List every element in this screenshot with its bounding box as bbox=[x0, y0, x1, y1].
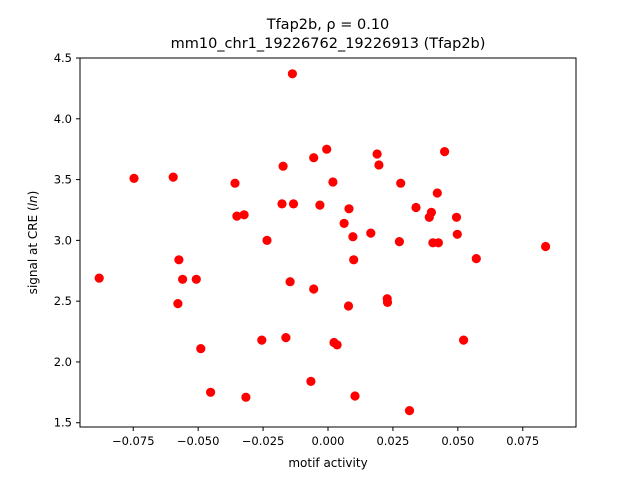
data-point bbox=[452, 229, 462, 239]
data-point bbox=[287, 69, 297, 79]
x-tick-label: 0.050 bbox=[441, 434, 474, 448]
data-point bbox=[173, 299, 183, 309]
data-point bbox=[191, 274, 201, 284]
data-point bbox=[471, 254, 481, 264]
data-point bbox=[433, 238, 443, 248]
data-point bbox=[262, 235, 272, 245]
data-point bbox=[451, 212, 462, 222]
data-point bbox=[309, 284, 319, 294]
x-tick-label: −0.050 bbox=[177, 434, 220, 448]
data-point bbox=[178, 274, 188, 284]
chart-title-line2: mm10_chr1_19226762_19226913 (Tfap2b) bbox=[171, 36, 486, 52]
data-point bbox=[374, 160, 384, 170]
x-tick-label: 0.075 bbox=[506, 434, 539, 448]
data-point bbox=[366, 228, 376, 238]
data-point bbox=[404, 406, 415, 416]
data-point bbox=[206, 387, 216, 397]
data-point bbox=[309, 153, 319, 163]
x-tick-label: 0.025 bbox=[376, 434, 409, 448]
data-point bbox=[343, 301, 354, 311]
y-axis-label-main: signal at CRE ( bbox=[26, 206, 40, 294]
y-axis-label: signal at CRE (ln) bbox=[26, 191, 40, 295]
data-point bbox=[174, 255, 184, 265]
data-point bbox=[241, 392, 251, 402]
y-axis-label-italic: ln bbox=[26, 195, 40, 206]
y-tick-label: 4.0 bbox=[54, 112, 72, 126]
data-point bbox=[306, 376, 316, 386]
data-point bbox=[239, 210, 249, 220]
x-axis-ticks: −0.075 −0.050 −0.025 0.000 0.025 0.050 0.075 bbox=[112, 427, 539, 448]
data-point bbox=[322, 144, 332, 154]
data-point bbox=[394, 237, 404, 247]
y-axis-label-end: ) bbox=[26, 191, 40, 196]
x-tick-label: 0.000 bbox=[312, 434, 345, 448]
data-point bbox=[339, 218, 349, 228]
data-point bbox=[372, 149, 382, 159]
x-tick-label: −0.075 bbox=[112, 434, 155, 448]
data-point bbox=[315, 200, 325, 210]
data-point bbox=[350, 391, 360, 401]
data-point bbox=[349, 255, 359, 265]
data-point bbox=[129, 173, 139, 183]
data-point bbox=[440, 147, 450, 157]
data-point bbox=[277, 199, 287, 209]
data-point bbox=[328, 177, 338, 187]
data-point bbox=[411, 202, 421, 213]
data-point bbox=[396, 178, 406, 188]
data-point bbox=[348, 232, 358, 242]
data-point bbox=[288, 199, 299, 209]
y-tick-label: 2.0 bbox=[54, 355, 72, 369]
y-tick-label: 4.5 bbox=[54, 51, 72, 65]
data-point bbox=[426, 207, 436, 217]
y-tick-label: 3.0 bbox=[54, 233, 72, 247]
chart-title-line1: Tfap2b, ρ = 0.10 bbox=[266, 17, 390, 33]
data-point bbox=[196, 344, 206, 354]
data-point bbox=[94, 273, 104, 283]
x-axis-label: motif activity bbox=[288, 456, 367, 470]
data-point bbox=[232, 211, 242, 221]
y-tick-label: 1.5 bbox=[54, 416, 72, 430]
y-tick-label: 3.5 bbox=[54, 173, 72, 187]
y-axis-ticks: 1.5 2.0 2.5 3.0 3.5 4.0 4.5 bbox=[54, 51, 80, 430]
data-point bbox=[285, 277, 295, 287]
x-tick-label: −0.025 bbox=[242, 434, 285, 448]
data-point bbox=[541, 241, 551, 252]
data-point bbox=[459, 335, 469, 345]
data-point bbox=[382, 297, 393, 307]
data-point bbox=[257, 335, 267, 345]
data-point bbox=[281, 333, 291, 343]
data-point bbox=[344, 204, 354, 214]
data-point bbox=[168, 172, 178, 182]
data-point bbox=[278, 161, 288, 171]
plot-frame bbox=[79, 57, 577, 428]
y-tick-label: 2.5 bbox=[54, 294, 72, 308]
data-point bbox=[230, 178, 240, 188]
data-point bbox=[332, 340, 342, 350]
points-layer bbox=[94, 69, 551, 416]
data-point bbox=[432, 188, 442, 198]
